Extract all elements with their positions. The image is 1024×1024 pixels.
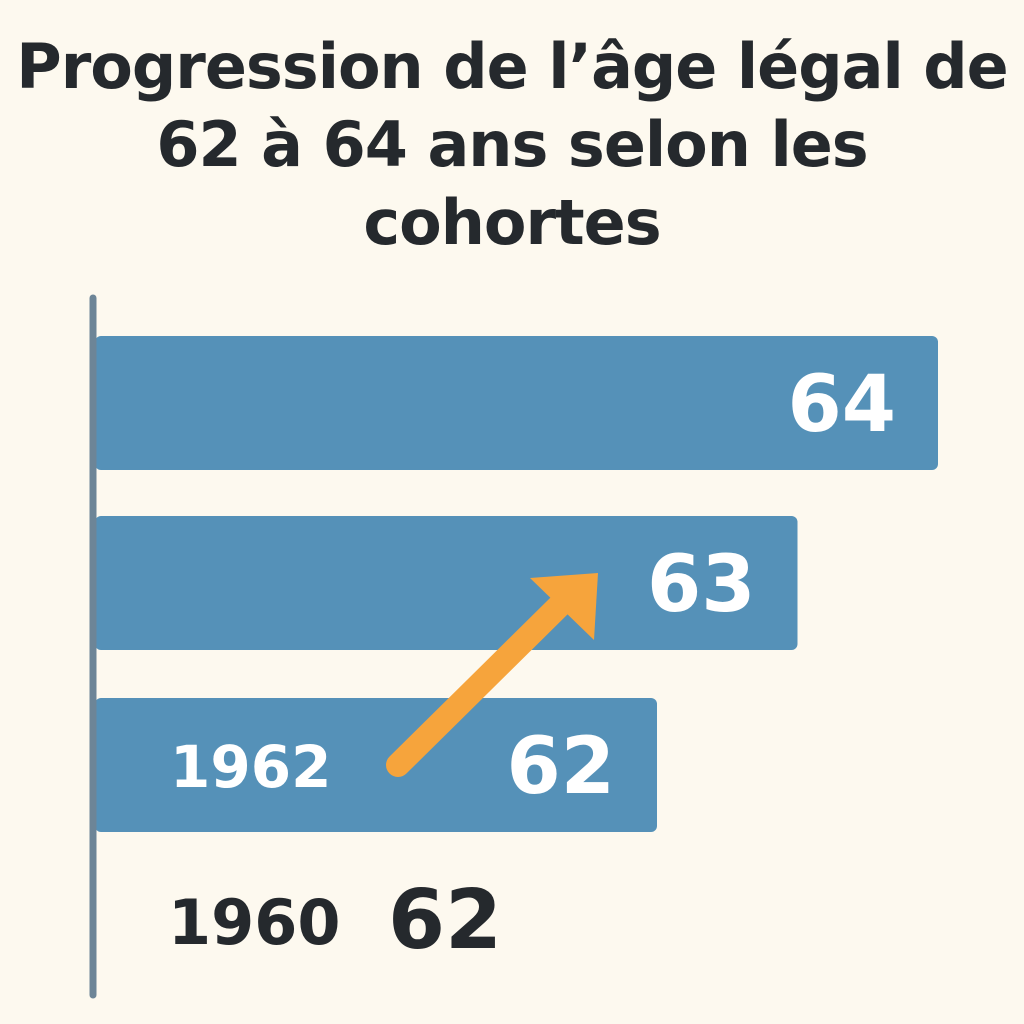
value-label: 64 bbox=[787, 360, 896, 450]
category-label: 1960 bbox=[168, 886, 341, 959]
value-label: 63 bbox=[647, 540, 756, 630]
arrow-shaft bbox=[386, 593, 572, 777]
value-label: 62 bbox=[506, 722, 615, 812]
bar bbox=[95, 698, 657, 832]
arrow-head bbox=[530, 573, 598, 640]
category-label: 1962 bbox=[170, 733, 331, 801]
chart-title: Progression de l’âge légal de 62 à 64 an… bbox=[16, 30, 1008, 259]
bar bbox=[95, 336, 938, 470]
bar bbox=[95, 516, 798, 650]
value-label: 62 bbox=[388, 873, 502, 968]
